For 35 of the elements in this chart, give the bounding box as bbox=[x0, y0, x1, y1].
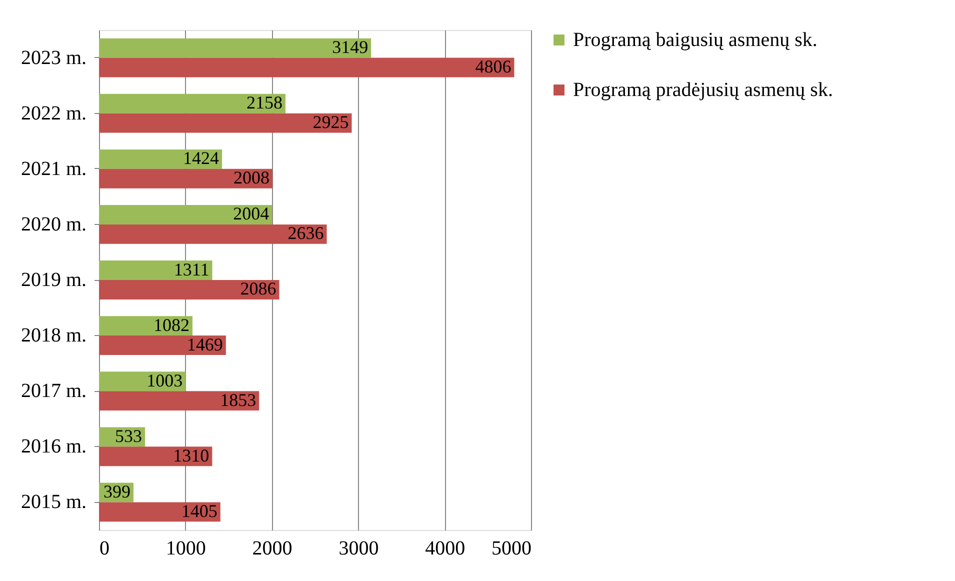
x-tick-label: 1000 bbox=[166, 538, 206, 560]
y-tick-label: 2016 m. bbox=[20, 436, 86, 458]
data-label: 2636 bbox=[288, 223, 324, 244]
y-tick-label: 2019 m. bbox=[20, 269, 86, 291]
data-label: 1311 bbox=[174, 259, 210, 280]
y-tick-label: 2022 m. bbox=[20, 102, 86, 124]
x-tick-label: 5000 bbox=[492, 538, 532, 560]
data-label: 399 bbox=[103, 482, 130, 502]
y-tick-label: 2023 m. bbox=[20, 46, 86, 69]
x-tick-label: 4000 bbox=[425, 538, 466, 560]
data-label: 3149 bbox=[332, 37, 368, 58]
data-label: 1424 bbox=[183, 148, 220, 168]
data-label: 1405 bbox=[181, 500, 218, 521]
data-label: 1853 bbox=[220, 390, 256, 410]
data-label: 1310 bbox=[173, 445, 210, 466]
y-tick-label: 2020 m. bbox=[20, 213, 86, 236]
data-label: 1469 bbox=[186, 334, 223, 354]
data-label: 2158 bbox=[246, 92, 282, 113]
data-label: 1082 bbox=[153, 314, 190, 335]
y-tick-label: 2021 m. bbox=[20, 158, 86, 180]
y-tick-label: 2018 m. bbox=[20, 324, 86, 347]
y-tick-label: 2015 m. bbox=[20, 491, 86, 514]
x-tick-label: 3000 bbox=[338, 538, 379, 560]
data-label: 2925 bbox=[312, 112, 349, 132]
data-label: 1003 bbox=[146, 370, 183, 390]
data-label: 2008 bbox=[233, 168, 270, 188]
legend-label: Programą baigusių asmenų sk. bbox=[573, 29, 818, 51]
x-tick-label: 0 bbox=[100, 538, 110, 560]
legend-label: Programą pradėjusių asmenų sk. bbox=[573, 79, 833, 101]
data-label: 2086 bbox=[240, 278, 276, 299]
data-label: 4806 bbox=[475, 56, 512, 76]
y-tick-label: 2017 m. bbox=[20, 380, 86, 402]
data-label: 2004 bbox=[233, 204, 270, 224]
x-tick-label: 2000 bbox=[252, 538, 292, 560]
data-label: 533 bbox=[115, 426, 142, 446]
